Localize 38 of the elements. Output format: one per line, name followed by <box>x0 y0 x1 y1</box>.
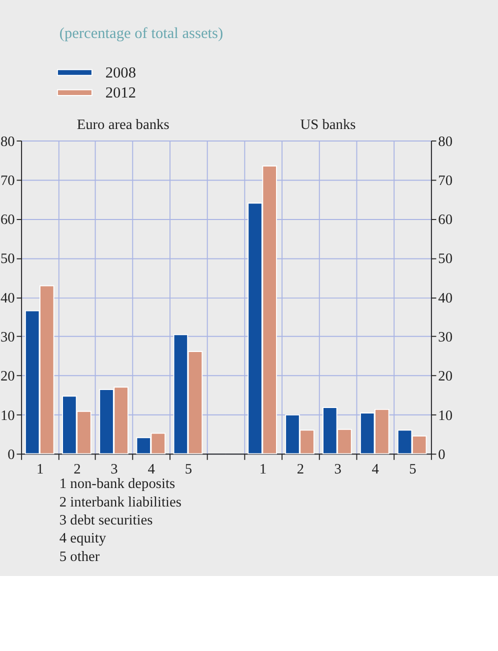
chart-subtitle: (percentage of total assets) <box>59 25 224 42</box>
y-tick-label: 60 <box>0 212 15 228</box>
y-tick-label: 0 <box>8 446 15 463</box>
x-tick-label: 1 <box>259 461 267 478</box>
text: 3 debt securities <box>59 512 154 529</box>
y-tick-label: 80 <box>0 134 15 150</box>
y-tick-label: 0 <box>438 446 446 463</box>
y-tick-label: 30 <box>0 330 15 346</box>
y-tick-label: 20 <box>0 368 15 385</box>
y-tick-label: 60 <box>438 212 453 228</box>
x-tick-label: 3 <box>110 461 118 478</box>
legend-label: 2012 <box>105 84 136 102</box>
x-tick-label: 5 <box>184 461 192 478</box>
x-tick-label: 1 <box>36 461 44 478</box>
y-tick-label: 10 <box>0 408 15 424</box>
x-tick-label: 5 <box>409 461 416 478</box>
y-tick-label: 30 <box>438 330 453 346</box>
y-tick-label: 50 <box>0 251 15 268</box>
chart-title: US banks <box>300 117 356 134</box>
text: 1 non-bank deposits <box>59 476 176 492</box>
x-tick-label: 4 <box>148 461 155 478</box>
x-tick-label: 4 <box>372 461 379 478</box>
y-tick-label: 50 <box>438 251 453 268</box>
y-tick-label: 80 <box>438 134 453 150</box>
y-tick-label: 70 <box>0 172 15 189</box>
x-tick-label: 2 <box>74 461 81 478</box>
y-tick-label: 40 <box>438 290 453 306</box>
chart-title: Euro area banks <box>76 117 170 134</box>
y-tick-label: 20 <box>438 368 453 385</box>
text: 5 other <box>59 548 100 565</box>
y-tick-label: 40 <box>0 290 15 306</box>
y-tick-label: 70 <box>438 172 453 189</box>
legend-label: 2008 <box>105 64 136 82</box>
x-tick-label: 3 <box>334 461 342 478</box>
x-tick-label: 2 <box>296 461 304 478</box>
y-tick-label: 10 <box>438 408 453 424</box>
text: 4 equity <box>59 530 107 547</box>
text: 2 interbank liabilities <box>59 494 182 510</box>
